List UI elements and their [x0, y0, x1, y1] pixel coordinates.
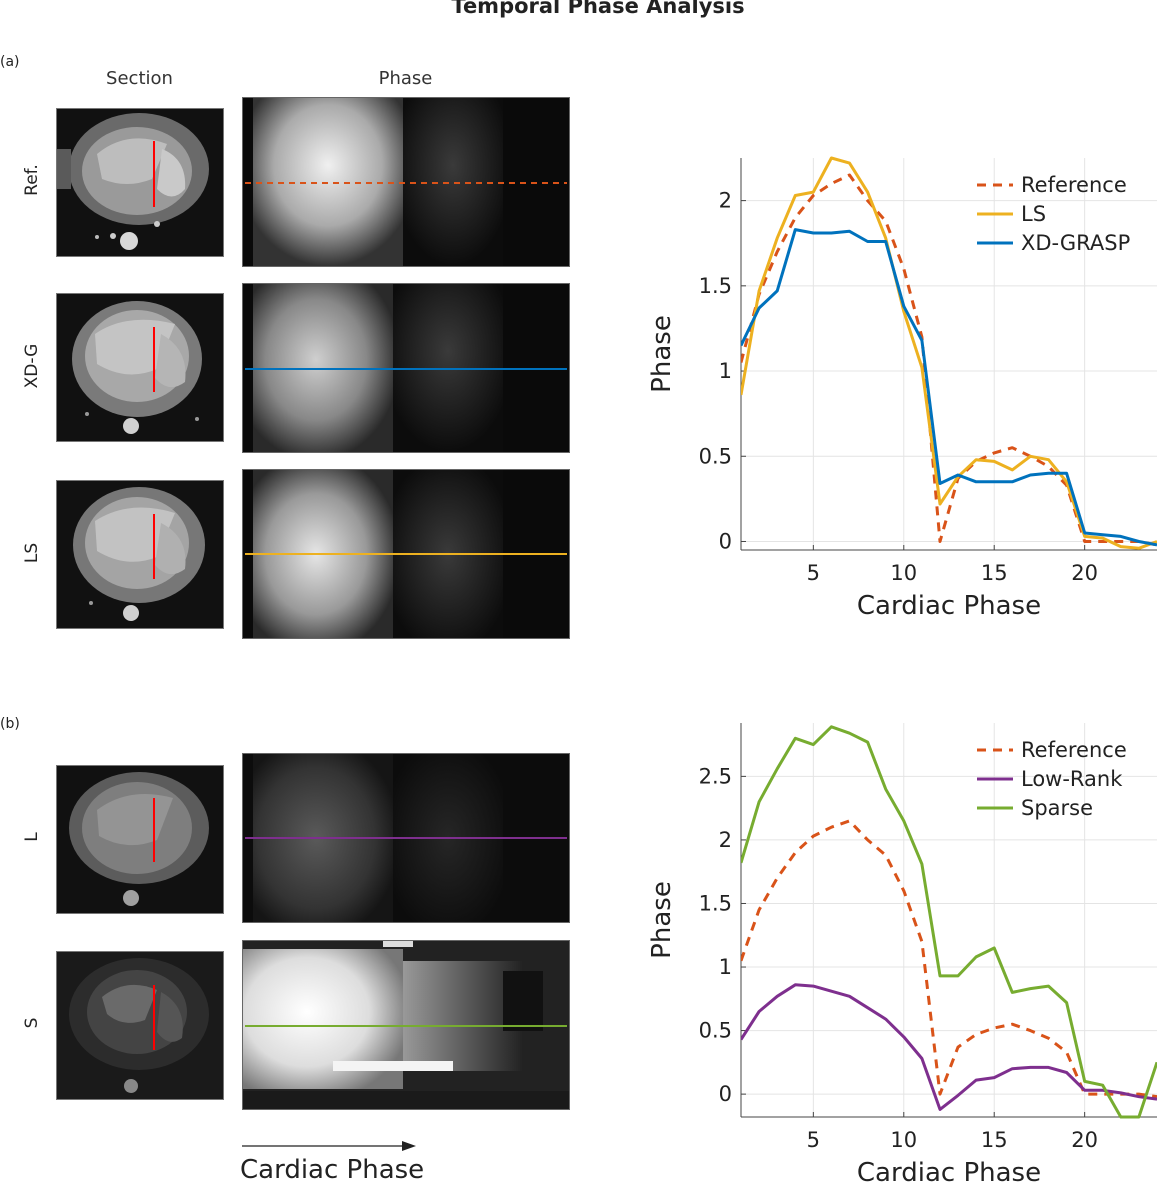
x-axis-label: Cardiac Phase — [857, 591, 1041, 621]
row-label-ref: Ref. — [22, 164, 42, 196]
mri-section-s — [56, 951, 224, 1100]
phase-image-xdg — [242, 283, 570, 453]
cardiac-phase-footer-label: Cardiac Phase — [240, 1155, 425, 1185]
phase-image-l — [242, 753, 570, 923]
row-label-l: L — [22, 832, 42, 842]
figure-title: Temporal Phase Analysis — [451, 0, 745, 18]
phase-image-s — [242, 940, 570, 1110]
mri-section-ls — [56, 480, 224, 629]
mri-section-xdg — [56, 293, 224, 442]
series-line-reference — [741, 173, 1157, 547]
y-tick-label: 2.5 — [699, 764, 732, 788]
y-tick-label: 1.5 — [699, 891, 732, 915]
y-tick-label: 1.5 — [699, 274, 732, 298]
line-chart-a: 5 10 15 20 0 0.5 1 1.5 2 Cardiac Phase Phase Refere… — [640, 140, 1159, 630]
y-tick-label: 2 — [719, 828, 732, 852]
x-axis-label: Cardiac Phase — [857, 1158, 1041, 1183]
x-tick-label: 20 — [1071, 561, 1098, 585]
mri-section-ref — [56, 108, 224, 257]
legend-label: Sparse — [1021, 796, 1093, 820]
series-line-xd-grasp — [741, 228, 1157, 547]
series-line-sparse — [741, 725, 1157, 1119]
series-line-reference — [741, 819, 1157, 1099]
x-tick-label: 10 — [890, 561, 917, 585]
line-chart-b: 5 10 15 20 0 0.5 1 1.5 2 2.5 Cardiac Phase Phase Ref… — [640, 705, 1159, 1187]
series-line-ls — [741, 156, 1157, 550]
x-tick-label: 5 — [807, 561, 820, 585]
y-tick-label: 0.5 — [699, 444, 732, 468]
row-label-xdg: XD-G — [22, 343, 42, 389]
x-tick-label: 15 — [981, 561, 1008, 585]
phase-column-header: Phase — [378, 68, 433, 89]
y-tick-label: 1 — [719, 955, 732, 979]
panel-b-label: (b) — [0, 716, 20, 732]
legend-label: XD-GRASP — [1021, 231, 1130, 255]
y-tick-label: 2 — [719, 189, 732, 213]
x-tick-label: 10 — [890, 1128, 917, 1152]
phase-image-ref — [242, 97, 570, 267]
grid — [741, 723, 1157, 1117]
x-tick-label: 20 — [1071, 1128, 1098, 1152]
legend-label: Reference — [1021, 173, 1127, 197]
series-line-low-rank — [741, 983, 1157, 1111]
y-tick-label: 0.5 — [699, 1019, 732, 1043]
legend-label: Reference — [1021, 738, 1127, 762]
y-axis-label: Phase — [647, 881, 677, 959]
y-tick-label: 0 — [719, 1082, 732, 1106]
phase-image-ls — [242, 469, 570, 639]
legend-label: LS — [1021, 202, 1046, 226]
row-label-s: S — [22, 1017, 42, 1029]
y-tick-label: 0 — [719, 529, 732, 553]
panel-a-label: (a) — [0, 54, 20, 70]
mri-section-l — [56, 765, 224, 914]
legend-label: Low-Rank — [1021, 767, 1123, 791]
section-column-header: Section — [106, 68, 173, 89]
y-tick-label: 1 — [719, 359, 732, 383]
row-label-ls: LS — [22, 542, 42, 564]
cardiac-phase-arrow — [242, 1138, 418, 1152]
y-axis-label: Phase — [647, 315, 677, 393]
x-tick-label: 5 — [807, 1128, 820, 1152]
x-tick-label: 15 — [981, 1128, 1008, 1152]
